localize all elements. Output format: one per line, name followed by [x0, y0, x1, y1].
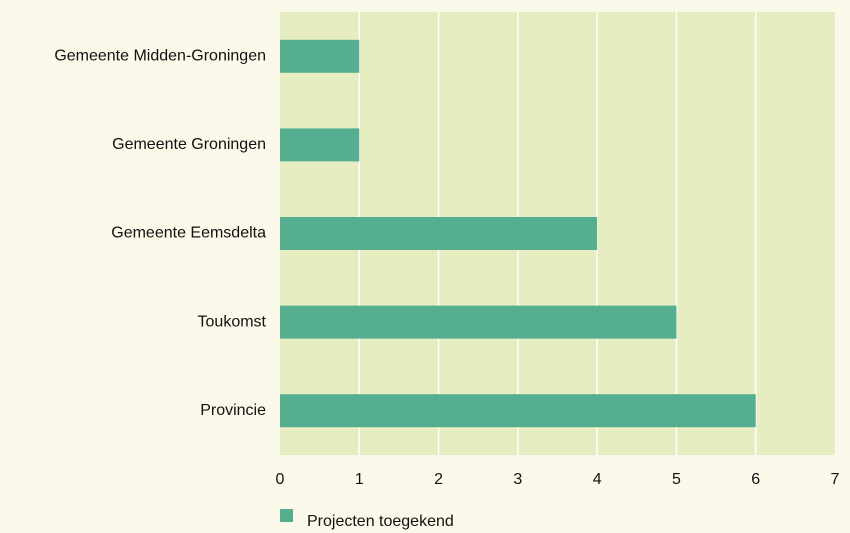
x-tick-label: 2 [434, 471, 443, 488]
x-tick-label: 1 [355, 471, 364, 488]
x-tick-label: 4 [593, 471, 602, 488]
legend-label: Projecten toegekend [307, 513, 454, 530]
x-tick-label: 6 [751, 471, 760, 488]
y-tick-label: Gemeente Groningen [112, 136, 266, 153]
bar [280, 217, 598, 250]
y-tick-label: Gemeente Eemsdelta [111, 225, 266, 242]
x-tick-label: 7 [831, 471, 840, 488]
x-tick-label: 5 [672, 471, 681, 488]
legend-swatch [280, 509, 293, 522]
bar [280, 394, 756, 428]
x-tick-label: 0 [276, 471, 285, 488]
bar [280, 39, 360, 73]
y-tick-label: Toukomst [198, 313, 267, 330]
y-tick-label: Gemeente Midden-Groningen [54, 48, 266, 65]
bar [280, 305, 677, 339]
y-tick-label: Provincie [200, 402, 266, 419]
bar [280, 128, 360, 162]
x-tick-label: 3 [513, 471, 522, 488]
